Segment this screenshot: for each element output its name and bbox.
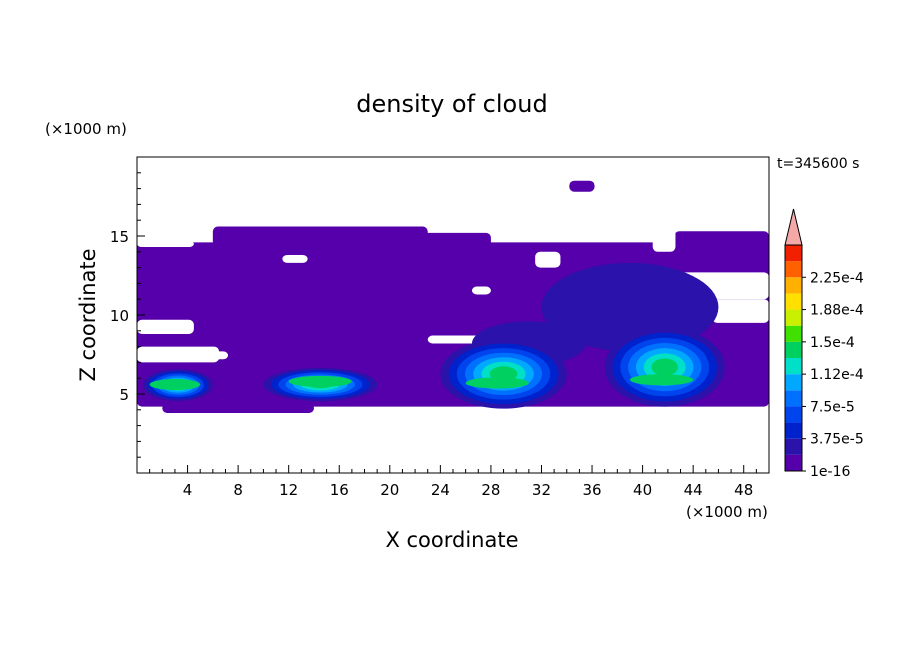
clear-gap — [535, 251, 561, 268]
y-tick-label: 15 — [110, 228, 129, 246]
clear-gap — [471, 286, 491, 295]
colorbar-swatch — [785, 454, 802, 471]
y-unit-label: (×1000 m) — [45, 120, 127, 138]
plot-area — [137, 180, 769, 413]
clear-gap — [137, 319, 194, 334]
colorbar-label: 2.25e-4 — [810, 270, 864, 286]
contour-region — [651, 358, 678, 376]
x-tick-label: 20 — [380, 481, 399, 499]
x-tick-label: 40 — [633, 481, 652, 499]
clear-gap — [712, 299, 769, 323]
x-tick-label: 32 — [532, 481, 551, 499]
x-tick-label: 24 — [431, 481, 450, 499]
colorbar-extend-arrow — [784, 208, 803, 246]
colorbar-swatch — [785, 245, 802, 262]
colorbar-swatch — [785, 277, 802, 294]
cloud-layer — [212, 226, 428, 249]
clear-gap — [137, 346, 220, 363]
clear-gap — [427, 335, 481, 344]
colorbar-swatch — [785, 261, 802, 278]
x-unit-label: (×1000 m) — [686, 503, 768, 521]
colorbar-label: 3.75e-5 — [810, 432, 864, 448]
clear-gap — [200, 351, 229, 360]
x-tick-label: 12 — [279, 481, 298, 499]
x-tick-label: 36 — [582, 481, 601, 499]
time-label: t=345600 s — [777, 156, 859, 172]
colorbar: 1e-16 3.75e-5 7.5e-5 1.12e-4 1.5e-4 1.88e-4 2.… — [784, 208, 864, 480]
y-axis: 5 10 15 — [110, 172, 145, 458]
cloud-layer — [674, 231, 769, 252]
colorbar-swatch — [785, 325, 802, 342]
x-tick-label: 8 — [233, 481, 243, 499]
cloud-layer — [162, 403, 314, 413]
colorbar-label: 1.12e-4 — [810, 367, 864, 383]
clear-gap — [652, 228, 676, 252]
colorbar-swatch — [785, 309, 802, 326]
colorbar-swatch — [785, 358, 802, 375]
y-tick-label: 5 — [119, 386, 129, 404]
colorbar-swatch — [785, 293, 802, 310]
chart-title: density of cloud — [356, 90, 547, 118]
colorbar-label: 1.88e-4 — [810, 303, 864, 319]
colorbar-label: 1.5e-4 — [810, 335, 855, 351]
clear-gap — [137, 240, 194, 248]
colorbar-frame — [784, 244, 803, 472]
core-peak — [288, 375, 352, 387]
x-axis: 4 8 12 16 20 24 28 32 36 40 44 48 — [149, 465, 757, 499]
x-tick-label: 48 — [734, 481, 753, 499]
y-axis-label: Z coordinate — [76, 248, 100, 381]
x-axis-label: X coordinate — [385, 528, 518, 552]
cloud-fragment — [569, 180, 595, 192]
core-peak — [629, 374, 694, 386]
colorbar-swatch — [785, 406, 802, 423]
colorbar-swatch — [785, 438, 802, 455]
x-tick-label: 16 — [330, 481, 349, 499]
cloud-layer — [402, 232, 491, 249]
x-tick-label: 28 — [481, 481, 500, 499]
colorbar-swatch — [785, 422, 802, 439]
core-peak — [465, 377, 529, 389]
y-tick-label: 10 — [110, 307, 129, 325]
colorbar-swatch — [785, 374, 802, 391]
x-tick-label: 4 — [183, 481, 193, 499]
x-tick-label: 44 — [684, 481, 703, 499]
colorbar-swatch — [785, 341, 802, 358]
clear-gap — [282, 254, 308, 263]
colorbar-swatch — [785, 390, 802, 407]
colorbar-label: 7.5e-5 — [810, 399, 855, 415]
core-peak — [149, 378, 201, 391]
colorbar-label: 1e-16 — [810, 464, 850, 480]
